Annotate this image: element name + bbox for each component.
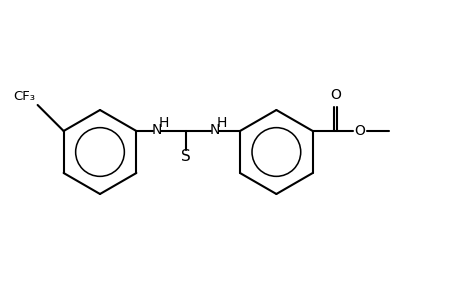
Text: H: H [216,116,226,130]
Text: N: N [151,123,161,137]
Text: S: S [181,148,191,164]
Text: O: O [353,124,364,138]
Text: CF₃: CF₃ [14,90,35,103]
Text: N: N [209,123,219,137]
Text: O: O [329,88,340,102]
Text: H: H [158,116,168,130]
